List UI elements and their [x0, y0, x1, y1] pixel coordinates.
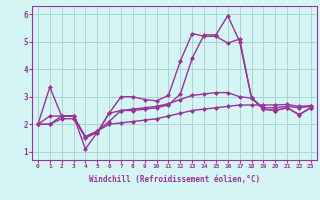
X-axis label: Windchill (Refroidissement éolien,°C): Windchill (Refroidissement éolien,°C): [89, 175, 260, 184]
